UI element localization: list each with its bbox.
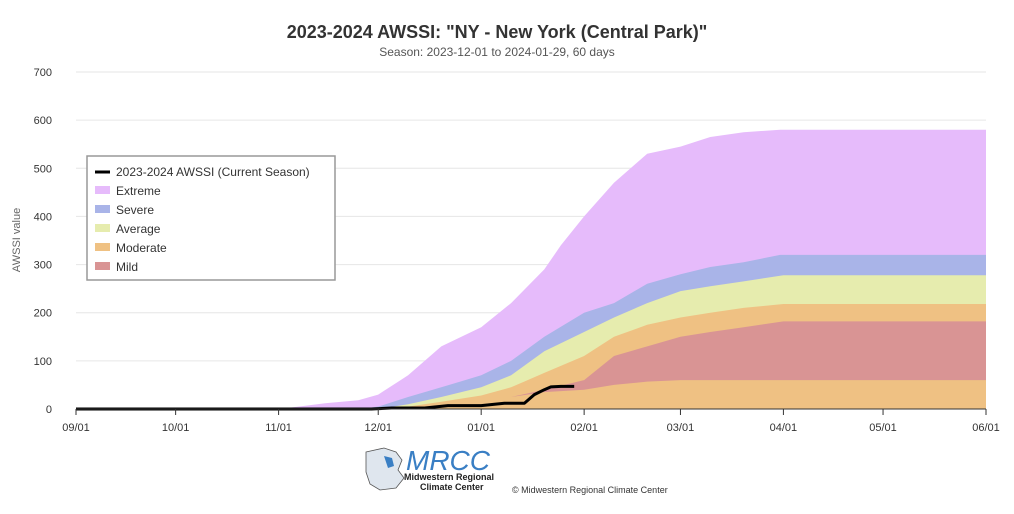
x-tick-label: 12/01 — [364, 422, 392, 434]
legend-symbol-severe — [95, 205, 110, 213]
x-tick-label: 05/01 — [869, 422, 897, 434]
legend-item-mild[interactable]: Mild — [116, 260, 138, 274]
axes: 0 100 200 300 400 500 600 700 09/01 10/01 11/01 12/… — [34, 67, 1000, 434]
legend-box — [86, 155, 336, 281]
y-tick-label: 600 — [34, 115, 52, 127]
x-tick-label: 04/01 — [770, 422, 798, 434]
mrcc-logo: MRCC Midwestern Regional Climate Center — [365, 445, 494, 492]
chart-title: 2023-2024 AWSSI: "NY - New York (Central… — [287, 22, 708, 42]
logo-line-2: Climate Center — [420, 482, 484, 492]
legend-symbol-extreme — [95, 186, 110, 194]
chart-subtitle: Season: 2023-12-01 to 2024-01-29, 60 day… — [379, 45, 615, 59]
legend-item-moderate[interactable]: Moderate — [116, 241, 167, 255]
y-axis-label: AWSSI value — [11, 208, 23, 272]
current-season-line — [76, 384, 575, 411]
y-tick-label: 100 — [34, 356, 52, 368]
legend-symbol-moderate — [95, 243, 110, 251]
legend-item-current[interactable]: 2023-2024 AWSSI (Current Season) — [116, 165, 310, 179]
y-tick-label: 400 — [34, 211, 52, 223]
legend-symbol-average — [95, 224, 110, 232]
y-tick-label: 300 — [34, 260, 52, 272]
x-tick-label: 11/01 — [265, 422, 292, 434]
band-areas — [278, 129, 987, 410]
great-lakes-icon — [384, 456, 394, 468]
legend-item-average[interactable]: Average — [116, 222, 161, 236]
current-season-line-group — [76, 384, 575, 411]
midwest-map-icon — [365, 447, 405, 491]
legend[interactable]: 2023-2024 AWSSI (Current Season) Extreme… — [86, 155, 336, 281]
x-tick-label: 06/01 — [972, 422, 1000, 434]
x-tick-label: 09/01 — [62, 422, 90, 434]
y-tick-label: 200 — [34, 308, 52, 320]
x-tick-label: 03/01 — [667, 422, 695, 434]
legend-item-extreme[interactable]: Extreme — [116, 184, 161, 198]
copyright-credit: © Midwestern Regional Climate Center — [512, 485, 668, 495]
band-mild — [378, 321, 986, 409]
logo-text: MRCC — [406, 445, 491, 476]
legend-symbol-mild — [95, 262, 110, 270]
legend-item-severe[interactable]: Severe — [116, 203, 154, 217]
logo-line-1: Midwestern Regional — [404, 472, 494, 482]
y-tick-label: 0 — [46, 404, 52, 416]
x-tick-label: 02/01 — [570, 422, 598, 434]
x-tick-label: 01/01 — [467, 422, 495, 434]
x-tick-label: 10/01 — [162, 422, 190, 434]
y-tick-label: 500 — [34, 163, 52, 175]
y-tick-label: 700 — [34, 67, 52, 79]
